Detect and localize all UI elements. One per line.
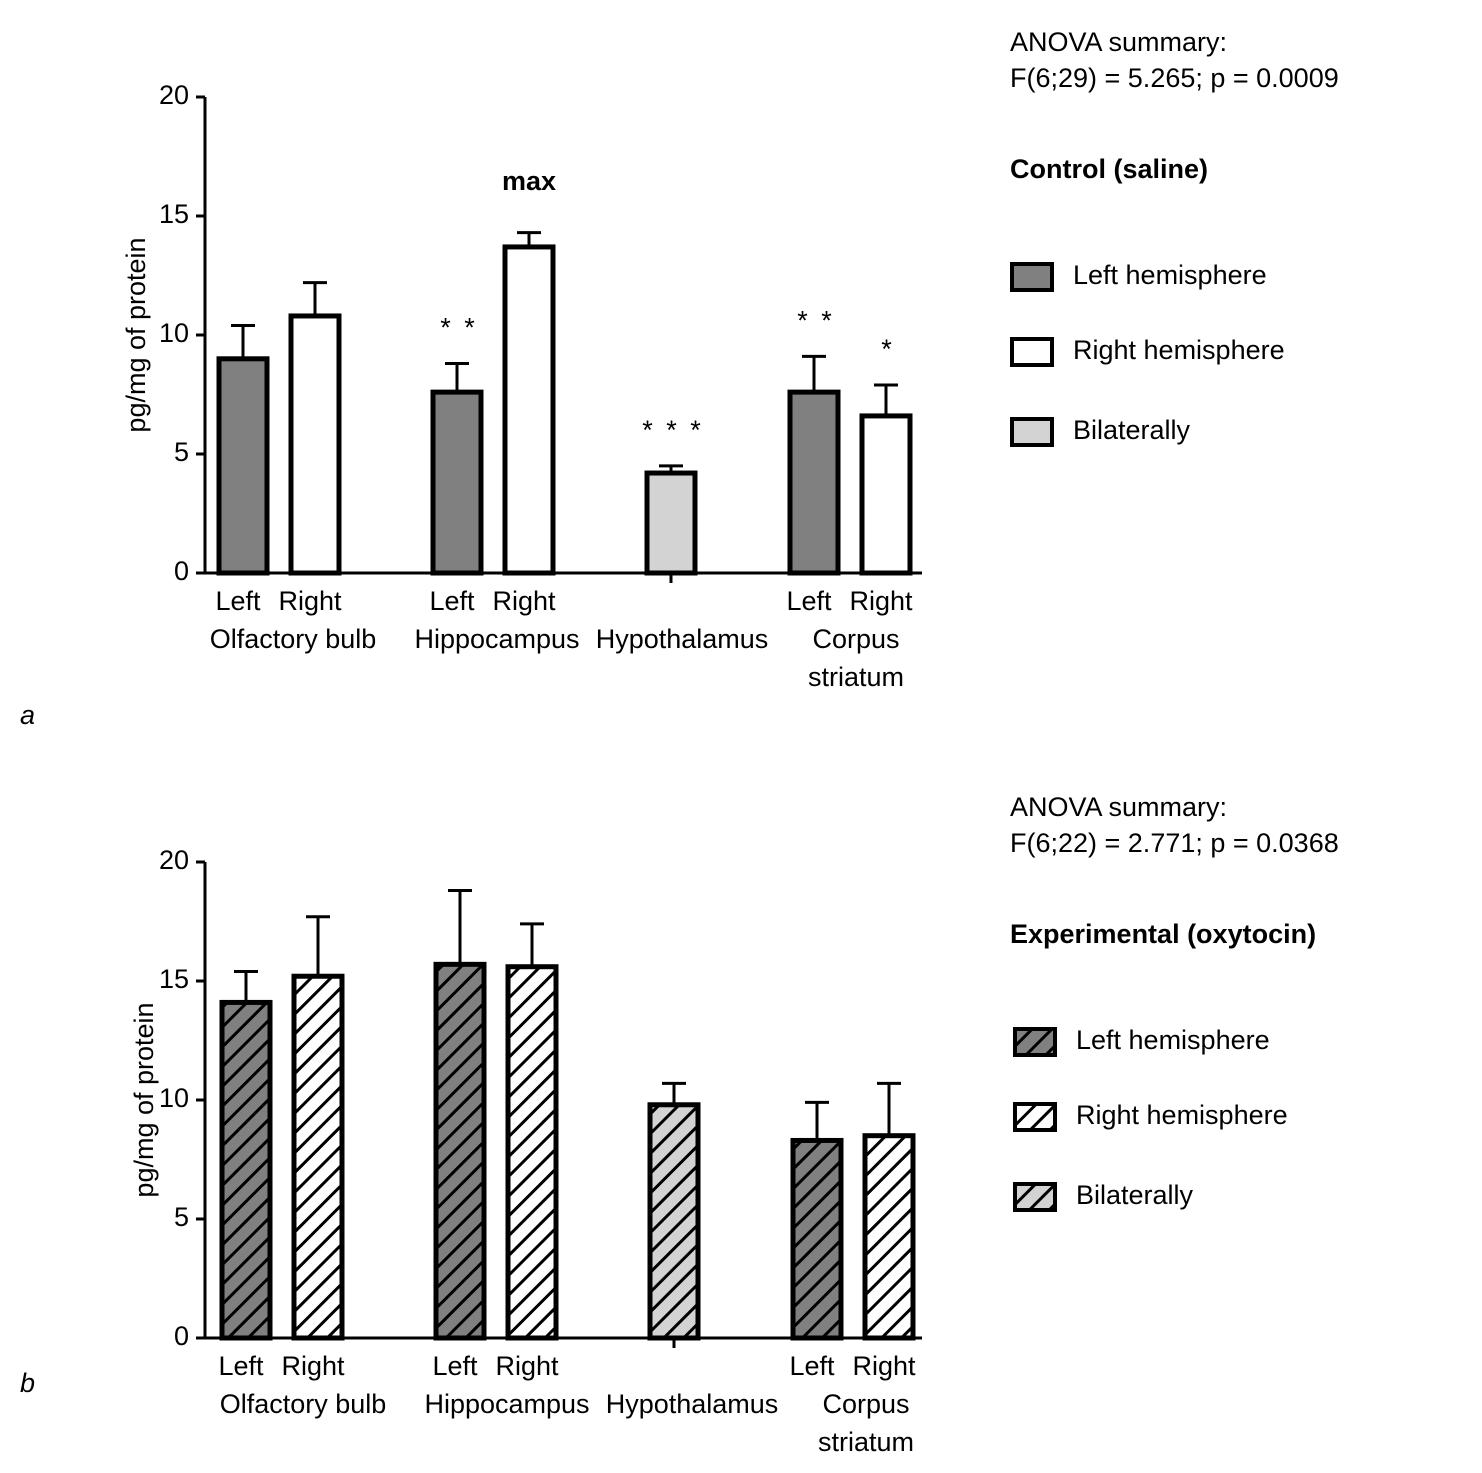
significance-label: * * * <box>642 415 704 445</box>
significance-label: * * <box>440 313 478 343</box>
bar <box>790 1137 844 1341</box>
legend-title: Control (saline) <box>1010 154 1208 184</box>
y-axis-label: pg/mg of protein <box>129 1002 159 1197</box>
group-label: Hypothalamus <box>606 1389 779 1419</box>
anova-title: ANOVA summary: <box>1010 792 1227 822</box>
y-axis-label: pg/mg of protein <box>121 237 151 432</box>
bar <box>433 961 487 1341</box>
y-tick-label: 20 <box>159 845 189 875</box>
x-tick-label: Right <box>278 586 342 616</box>
group-label: Hippocampus <box>414 624 579 654</box>
y-tick-label: 5 <box>174 437 189 467</box>
y-tick-label: 0 <box>174 1321 189 1351</box>
legend-label: Right hemisphere <box>1073 335 1285 365</box>
significance-label: max <box>502 166 556 196</box>
y-tick-label: 15 <box>159 964 189 994</box>
legend-label: Left hemisphere <box>1073 260 1267 290</box>
group-label: Corpus <box>822 1389 909 1419</box>
bar <box>219 999 273 1341</box>
significance-label: * <box>881 334 895 364</box>
bar <box>787 389 841 576</box>
bar <box>288 313 342 576</box>
legend-swatch <box>1013 1182 1057 1212</box>
x-tick-label: Right <box>849 586 913 616</box>
y-tick-label: 15 <box>159 199 189 229</box>
bar <box>644 470 698 576</box>
legend-title: Experimental (oxytocin) <box>1010 919 1316 949</box>
group-label: striatum <box>818 1427 914 1457</box>
bar <box>859 413 913 576</box>
bar <box>291 973 345 1341</box>
x-tick-label: Left <box>218 1351 264 1381</box>
legend-swatch <box>1013 1102 1057 1132</box>
panel-label: b <box>20 1368 35 1398</box>
legend-label: Bilaterally <box>1073 415 1191 445</box>
x-tick-label: Right <box>281 1351 345 1381</box>
x-tick-label: Left <box>789 1351 835 1381</box>
y-tick-label: 5 <box>174 1202 189 1232</box>
group-label: Olfactory bulb <box>210 624 377 654</box>
x-tick-label: Left <box>432 1351 478 1381</box>
bar <box>216 356 270 576</box>
x-tick-label: Left <box>429 586 475 616</box>
legend-swatch <box>1010 337 1054 367</box>
group-label: Olfactory bulb <box>220 1389 387 1419</box>
bar <box>647 1102 701 1341</box>
legend-label: Right hemisphere <box>1076 1100 1288 1130</box>
anova-stat: F(6;22) = 2.771; p = 0.0368 <box>1010 828 1339 858</box>
anova-stat: F(6;29) = 5.265; p = 0.0009 <box>1010 63 1339 93</box>
x-tick-label: Right <box>495 1351 559 1381</box>
bar <box>502 244 556 576</box>
legend-label: Left hemisphere <box>1076 1025 1270 1055</box>
group-label: Hypothalamus <box>596 624 769 654</box>
x-tick-label: Right <box>852 1351 916 1381</box>
y-tick-label: 0 <box>174 556 189 586</box>
panel-label: a <box>20 700 35 730</box>
y-tick-label: 10 <box>159 318 189 348</box>
y-tick-label: 20 <box>159 80 189 110</box>
x-tick-label: Right <box>492 586 556 616</box>
legend-swatch <box>1010 417 1054 447</box>
legend-label: Bilaterally <box>1076 1180 1194 1210</box>
x-tick-label: Left <box>786 586 832 616</box>
x-tick-label: Left <box>215 586 261 616</box>
legend-swatch <box>1010 262 1054 292</box>
group-label: Hippocampus <box>424 1389 589 1419</box>
bar <box>862 1133 916 1341</box>
anova-title: ANOVA summary: <box>1010 27 1227 57</box>
y-tick-label: 10 <box>159 1083 189 1113</box>
bar <box>505 964 559 1341</box>
group-label: Corpus <box>812 624 899 654</box>
bar <box>430 389 484 576</box>
legend-swatch <box>1013 1027 1057 1057</box>
significance-label: * * <box>797 306 835 336</box>
group-label: striatum <box>808 662 904 692</box>
